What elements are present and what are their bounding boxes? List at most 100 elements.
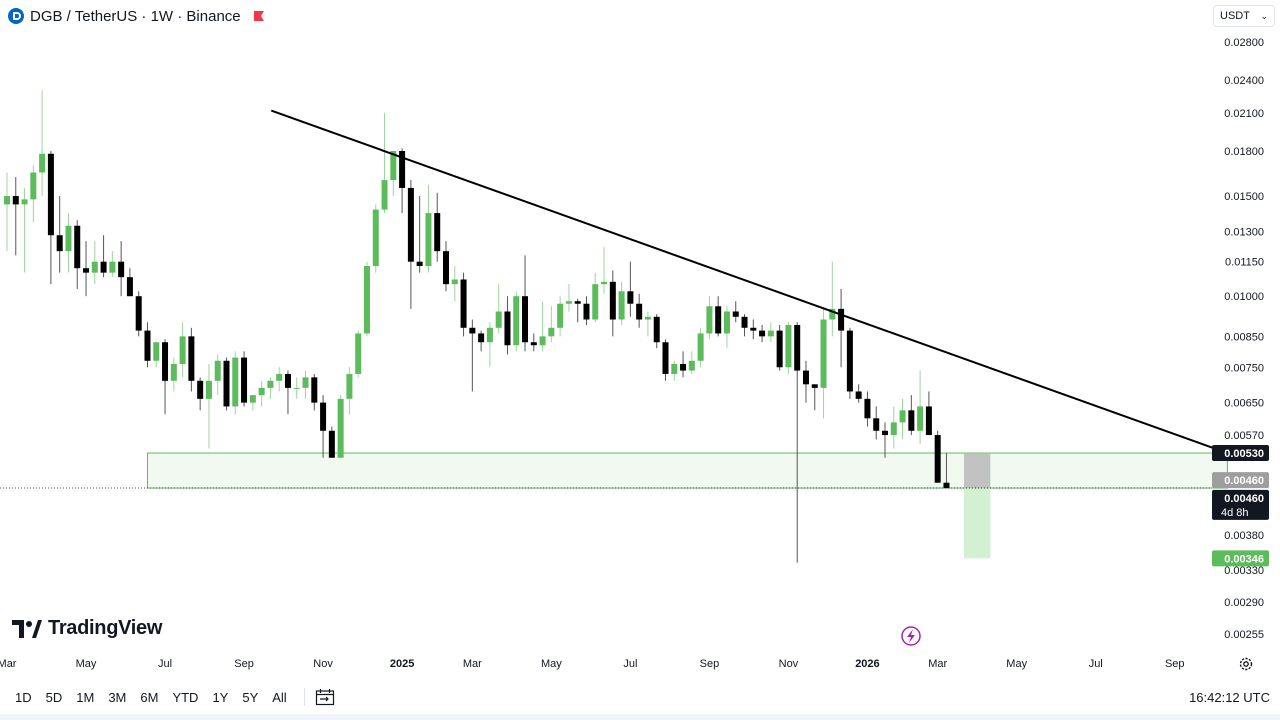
timeframe-1d[interactable]: 1D [15,689,32,705]
candle-body [39,153,46,173]
candle-body [522,296,529,343]
trendline[interactable] [270,109,1228,454]
x-tick-label: Nov [779,658,799,670]
bar-countdown: 4d 8h [1221,507,1249,519]
candle-body [100,261,107,273]
x-tick-label: Sep [700,658,720,670]
candle-body [56,235,63,252]
candle-body [934,435,941,483]
timeframe-6m[interactable]: 6M [140,689,159,705]
currency-label: USDT [1220,10,1250,22]
resistance-price-label: 0.00530 [1224,448,1264,460]
candle-body [284,373,291,388]
candle-body [205,380,212,399]
candle-body [706,306,713,334]
candle-body [434,213,441,252]
candle-body [12,196,19,205]
candle-body [732,311,739,317]
y-tick-label: 0.02100 [1224,108,1264,120]
timeframe-5d[interactable]: 5D [45,689,63,705]
candle-body [399,151,406,188]
target-zone[interactable] [964,488,991,559]
candle-body [258,387,265,396]
candle-body [135,296,142,331]
candle-body [855,391,862,399]
y-tick-label: 0.00750 [1224,362,1264,374]
candle-body [539,336,546,346]
candle-body [372,209,379,267]
y-tick-label: 0.00850 [1224,331,1264,343]
candle-body [627,291,634,304]
candle-body [21,199,28,205]
utc-clock[interactable]: 16:42:12 UTC [1189,690,1270,705]
timeframe-all[interactable]: All [272,689,287,705]
x-tick-label: Mar [0,658,17,670]
x-tick-label: May [541,658,562,670]
y-tick-label: 0.02400 [1224,75,1264,87]
candle-body [302,377,309,388]
candle-body [83,268,90,273]
candle-body [925,406,932,436]
candle-body [363,266,370,334]
candle-body [680,363,687,371]
candle-body [838,308,845,331]
flag-icon[interactable] [253,10,265,22]
candle-body [407,187,414,262]
support-zone[interactable] [146,452,1228,489]
candle-body [750,327,757,331]
target-price-tag [1212,550,1269,567]
timeframe-ytd[interactable]: YTD [172,689,199,705]
timeframe-1y[interactable]: 1Y [212,689,229,705]
y-tick-label: 0.00380 [1224,530,1264,542]
candle-body [416,261,423,267]
target-price-label: 0.00346 [1224,553,1264,565]
candle-body [425,213,432,267]
date-range-icon[interactable] [315,688,335,706]
chevron-down-icon: ⌄ [1260,10,1268,21]
candle-body [179,336,186,364]
candle-body [47,153,54,236]
x-tick-label: 2025 [390,658,414,670]
candle-body [908,410,915,431]
timeframe-1m[interactable]: 1M [76,689,95,705]
candle-body [469,327,476,334]
price-labels: 0.00530 0.00460 0.00460 4d 8h 0.00346 [901,445,1269,646]
y-tick-label: 0.01000 [1224,291,1264,303]
y-tick-label: 0.00570 [1224,430,1264,442]
candle-body [267,380,274,388]
stop-price-tag [1212,472,1269,489]
current-price-label: 0.00460 [1224,493,1264,505]
candle-body [65,225,72,252]
currency-selector[interactable]: USDT ⌄ [1213,5,1275,27]
candle-body [829,308,836,320]
time-axis: Mar May Jul Sep Nov 2025 Mar May Jul Sep Nov 2026 Ma… [0,658,1185,670]
bottom-border [0,714,1280,720]
candle-body [653,316,660,343]
candle-body [504,311,511,346]
symbol-title[interactable]: DGB / TetherUS · 1W · Binance [30,7,241,25]
timeframe-3m[interactable]: 3M [108,689,127,705]
candle-body [355,333,362,374]
candle-body [574,301,581,304]
y-tick-label: 0.00290 [1224,597,1264,609]
stop-zone[interactable] [964,453,991,489]
candle-body [890,422,897,436]
candle-body [785,324,792,368]
candle-body [144,330,151,361]
gear-icon[interactable] [1238,656,1254,672]
candle-body [91,261,98,273]
candles-layer [4,90,950,563]
candle-body [697,333,704,361]
y-tick-label: 0.00650 [1224,398,1264,410]
candle-body [241,357,248,403]
chart-header: DGB / TetherUS · 1W · Binance [0,0,1210,32]
candle-body [320,402,327,431]
tradingview-logo[interactable]: TradingView [12,617,162,640]
candle-body [162,342,169,381]
candle-body [644,316,651,320]
candle-body [943,482,950,489]
lightning-icon[interactable] [901,626,921,646]
timeframe-5y[interactable]: 5Y [242,689,259,705]
x-tick-label: Mar [928,658,947,670]
